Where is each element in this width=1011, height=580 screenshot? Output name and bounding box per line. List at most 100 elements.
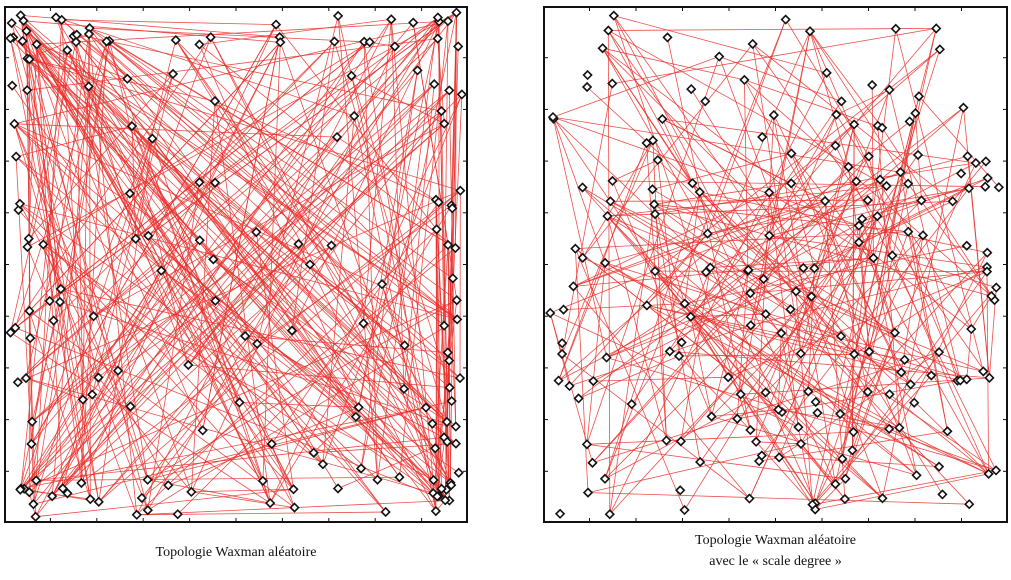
- graph-node: [894, 422, 905, 433]
- graph-edge: [612, 180, 712, 417]
- graph-node: [773, 404, 784, 415]
- graph-node: [331, 131, 343, 143]
- graph-node: [764, 230, 775, 241]
- graph-edge: [75, 41, 84, 400]
- graph-edge: [147, 319, 458, 511]
- graph-edge: [815, 473, 989, 510]
- graph-node: [24, 305, 35, 317]
- graph-node: [926, 370, 937, 381]
- graph-edge: [552, 56, 720, 118]
- graph-node: [745, 424, 756, 436]
- graph-edge: [607, 215, 883, 499]
- graph-edge: [51, 240, 201, 497]
- graph-node: [862, 195, 873, 206]
- graph-node: [602, 210, 613, 222]
- graph-edge: [684, 303, 940, 467]
- graph-node: [649, 208, 661, 220]
- graph-edge: [435, 229, 438, 512]
- graph-edge: [586, 431, 854, 445]
- graph-node: [442, 436, 453, 447]
- graph-edge: [19, 203, 438, 497]
- graph-edge: [337, 15, 427, 408]
- graph-node: [444, 85, 455, 96]
- graph-node: [675, 485, 686, 496]
- graph-node: [776, 328, 787, 339]
- graph-edge: [602, 47, 693, 184]
- graph-node: [54, 296, 66, 308]
- graph-node: [332, 10, 344, 22]
- graph-edge: [27, 58, 31, 339]
- graph-edge: [20, 15, 82, 483]
- graph-edge: [550, 171, 901, 314]
- graph-edge: [14, 123, 338, 138]
- graph-node: [695, 456, 706, 468]
- graph-edge: [337, 441, 448, 489]
- graph-edge: [210, 37, 446, 501]
- graph-edge: [98, 138, 153, 502]
- graph-node: [126, 121, 138, 132]
- graph-node: [830, 478, 841, 490]
- graph-edge: [654, 49, 941, 272]
- graph-edge: [17, 17, 439, 383]
- graph-node: [760, 387, 771, 398]
- graph-edge: [35, 488, 294, 518]
- graph-node: [790, 286, 802, 297]
- graph-edge: [322, 115, 355, 465]
- graph-node: [966, 323, 977, 335]
- graph-edge: [23, 20, 405, 390]
- graph-edge: [840, 413, 997, 471]
- graph-node: [170, 34, 181, 46]
- graph-node: [77, 394, 89, 405]
- graph-node: [604, 509, 615, 520]
- graph-edge: [135, 238, 451, 484]
- graph-node: [700, 96, 711, 107]
- graph-edge: [662, 118, 792, 184]
- graph-node: [122, 73, 133, 84]
- graph-node: [163, 480, 174, 491]
- graph-node: [933, 461, 945, 472]
- graph-edge: [790, 124, 855, 184]
- graph-edge: [952, 161, 987, 202]
- graph-edge: [117, 243, 299, 372]
- graph-edge: [147, 343, 258, 481]
- graph-edge: [744, 79, 883, 129]
- graph-edge: [147, 17, 439, 511]
- graph-node: [124, 188, 135, 199]
- graph-node: [851, 176, 862, 187]
- graph-edge: [604, 19, 787, 479]
- graph-edge: [187, 21, 440, 366]
- graph-node: [451, 7, 462, 18]
- graph-node: [981, 266, 993, 277]
- graph-edge: [269, 205, 452, 504]
- graph-node: [194, 177, 205, 188]
- graph-node: [455, 185, 466, 196]
- graph-edge: [262, 42, 281, 481]
- graph-node: [889, 327, 900, 338]
- graph-node: [819, 195, 831, 207]
- graph-node: [675, 436, 687, 447]
- graph-edge: [147, 182, 200, 511]
- graph-node: [853, 237, 865, 248]
- graph-edge: [10, 38, 99, 378]
- graph-edge: [27, 246, 51, 302]
- graph-edge: [353, 115, 437, 512]
- graph-node: [980, 156, 992, 167]
- graph-edge: [60, 288, 434, 481]
- graph-node: [288, 484, 299, 495]
- graph-edge: [390, 19, 405, 389]
- graph-node: [265, 497, 276, 509]
- graph-edge: [755, 441, 813, 505]
- graph-node: [947, 196, 958, 207]
- graph-node: [803, 386, 814, 397]
- graph-edge: [436, 229, 442, 489]
- graph-edge: [331, 245, 452, 486]
- graph-node: [764, 187, 775, 198]
- graph-edge: [652, 153, 792, 190]
- graph-node: [22, 241, 33, 253]
- graph-node: [687, 178, 698, 189]
- graph-node: [745, 288, 756, 299]
- graph-node: [436, 483, 447, 494]
- graph-edge: [662, 118, 976, 164]
- graph-node: [557, 338, 568, 349]
- graph-edge: [873, 49, 941, 259]
